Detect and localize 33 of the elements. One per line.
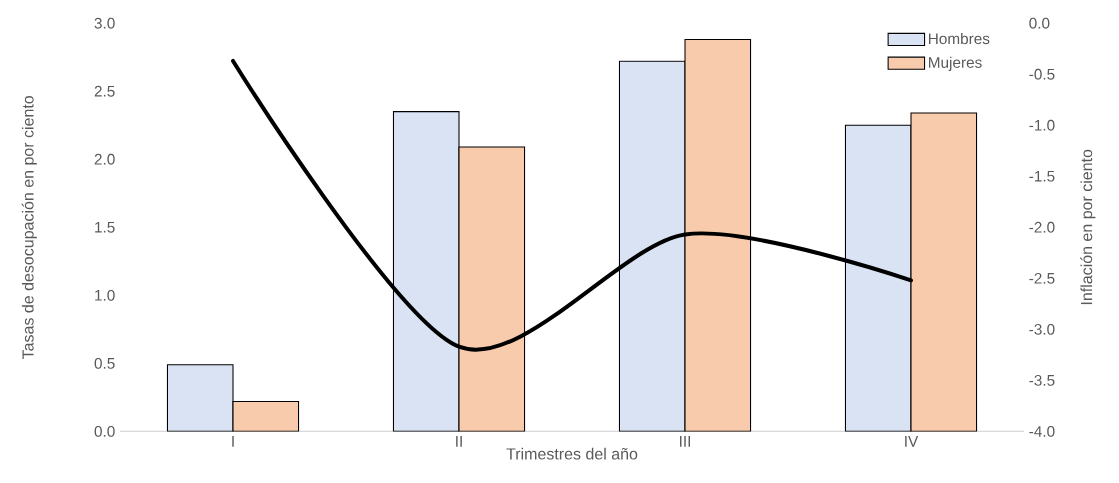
- bar: [910, 112, 978, 432]
- bar: [684, 38, 752, 432]
- bar: [232, 400, 300, 432]
- y2-tick-label: -1.0: [1029, 119, 1055, 131]
- bar: [844, 124, 912, 432]
- bar: [392, 111, 460, 432]
- y-tick-label: 2.5: [94, 85, 115, 97]
- y2-tick-label: -1.5: [1029, 170, 1055, 182]
- x-tick-label: II: [456, 436, 462, 447]
- y2-tick-label: -3.0: [1029, 323, 1055, 335]
- y-tick-label: 2.0: [94, 153, 115, 165]
- bar: [458, 146, 526, 432]
- y2-tick-label: -4.0: [1029, 425, 1055, 437]
- bar: [618, 60, 686, 432]
- y2-tick-label: 0.0: [1029, 17, 1050, 29]
- y-tick-label: 1.0: [95, 289, 115, 301]
- x-tick-label: I: [232, 436, 234, 447]
- y2-tick-label: -0.5: [1029, 68, 1055, 80]
- y-axis-title: Tasas de desocupación en por ciento: [21, 95, 37, 360]
- y-tick-label: 0.0: [94, 425, 115, 437]
- y-tick-label: 1.5: [95, 221, 115, 233]
- x-tick-label: IV: [905, 436, 919, 447]
- y2-tick-label: -2.0: [1029, 221, 1055, 233]
- legend-label: Hombres: [929, 32, 990, 45]
- x-axis-title: Trimestres del año: [506, 447, 638, 460]
- y2-tick-label: -2.5: [1029, 272, 1055, 284]
- y-tick-label: 0.5: [94, 357, 115, 369]
- bar: [166, 364, 234, 432]
- x-tick-label: III: [680, 436, 690, 447]
- legend-label: Mujeres: [929, 56, 982, 71]
- y2-tick-label: -3.5: [1029, 374, 1055, 386]
- y-tick-label: 3.0: [94, 17, 115, 29]
- y2-axis-title: Inflación en por ciento: [1080, 149, 1096, 305]
